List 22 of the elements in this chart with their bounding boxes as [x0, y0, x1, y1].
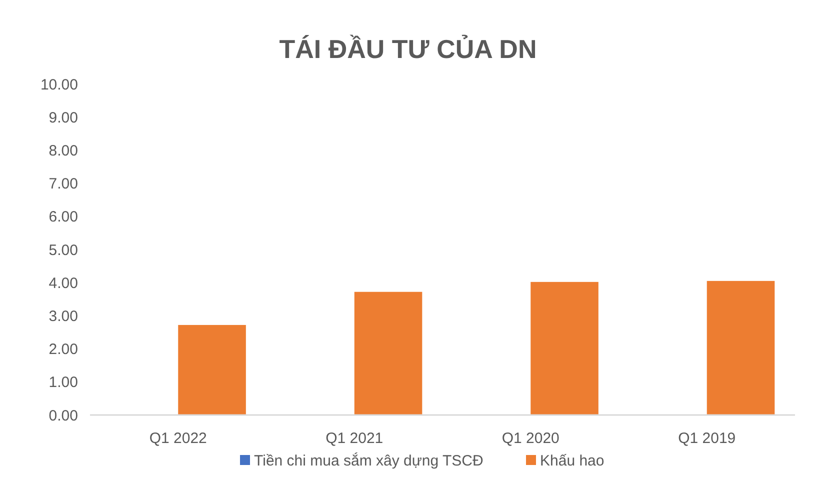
x-tick-label: Q1 2019 — [678, 430, 736, 447]
y-tick-label: 5.00 — [48, 242, 78, 259]
bar — [178, 324, 246, 415]
y-tick-label: 2.00 — [48, 341, 78, 358]
chart-title: TÁI ĐẦU TƯ CỦA DN — [279, 34, 537, 64]
x-tick-label: Q1 2021 — [326, 430, 384, 447]
y-tick-label: 9.00 — [48, 109, 78, 126]
bar — [706, 280, 775, 415]
y-tick-label: 0.00 — [48, 407, 78, 424]
x-tick-label: Q1 2020 — [502, 430, 560, 447]
y-tick-label: 6.00 — [48, 208, 78, 226]
y-tick-label: 4.00 — [48, 274, 78, 292]
y-tick-label: 7.00 — [48, 176, 78, 193]
y-tick-label: 8.00 — [48, 142, 78, 160]
x-tick-label: Q1 2022 — [149, 430, 207, 447]
bar — [354, 292, 422, 415]
legend-label: Khấu hao — [540, 452, 604, 470]
y-tick-label: 3.00 — [48, 308, 78, 325]
legend-label: Tiền chi mua sắm xây dựng TSCĐ — [254, 451, 484, 470]
bar — [530, 282, 598, 415]
y-tick-label: 10.00 — [40, 76, 78, 94]
y-tick-label: 1.00 — [48, 374, 78, 392]
